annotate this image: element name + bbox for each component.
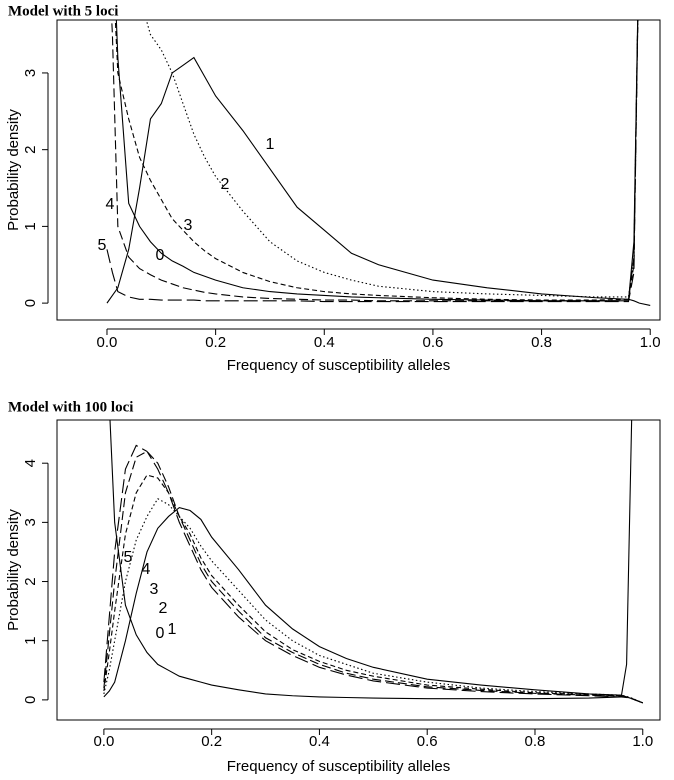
curve [114, 20, 639, 301]
x-tick-label: 0.6 [417, 733, 438, 750]
y-tick-label: 1 [22, 637, 39, 645]
curve [145, 20, 639, 298]
x-tick-label: 0.4 [309, 733, 330, 750]
x-tick-label: 0.2 [201, 733, 222, 750]
y-axis-label: Probability density [5, 509, 22, 631]
curve-label: 2 [159, 600, 168, 617]
x-axis-label: Frequency of susceptibility alleles [227, 357, 450, 374]
y-tick-label: 2 [22, 577, 39, 585]
curve [111, 20, 639, 302]
y-tick-label: 4 [22, 459, 39, 467]
plot-frame [56, 19, 661, 321]
y-tick-label: 0 [22, 299, 39, 307]
curve-label: 1 [168, 621, 177, 638]
curve-label: 4 [106, 196, 115, 213]
curve-label: 3 [150, 581, 159, 598]
y-tick-label: 0 [22, 696, 39, 704]
x-tick-label: 0.6 [422, 334, 443, 351]
curve-label: 5 [98, 237, 107, 254]
x-tick-label: 0.4 [314, 334, 335, 351]
curve [103, 444, 643, 704]
curve-label: 0 [156, 625, 165, 642]
x-tick-label: 0.8 [531, 334, 552, 351]
curve-label: 3 [184, 217, 193, 234]
curve [109, 420, 633, 700]
plot-frame [56, 419, 661, 721]
curve-label: 4 [142, 561, 151, 578]
curve [106, 56, 651, 306]
curve-label: 5 [124, 549, 133, 566]
x-tick-label: 1.0 [640, 334, 661, 351]
curve [103, 450, 643, 704]
curve [115, 20, 639, 302]
y-tick-label: 1 [22, 222, 39, 230]
x-tick-label: 1.0 [632, 733, 653, 750]
x-tick-label: 0.0 [93, 733, 114, 750]
x-tick-label: 0.2 [205, 334, 226, 351]
y-tick-label: 3 [22, 69, 39, 77]
curve [103, 497, 643, 704]
y-tick-label: 2 [22, 145, 39, 153]
y-tick-label: 3 [22, 518, 39, 526]
curve [103, 474, 643, 704]
curve-label: 1 [266, 136, 275, 153]
chart-title: Model with 5 loci [8, 3, 118, 19]
curve-label: 2 [221, 176, 230, 193]
x-tick-label: 0.0 [97, 334, 118, 351]
x-axis-label: Frequency of susceptibility alleles [227, 758, 450, 775]
chart-title: Model with 100 loci [8, 399, 133, 415]
curve [106, 20, 639, 303]
y-axis-label: Probability density [5, 109, 22, 231]
x-tick-label: 0.8 [525, 733, 546, 750]
curve-label: 0 [156, 247, 165, 264]
